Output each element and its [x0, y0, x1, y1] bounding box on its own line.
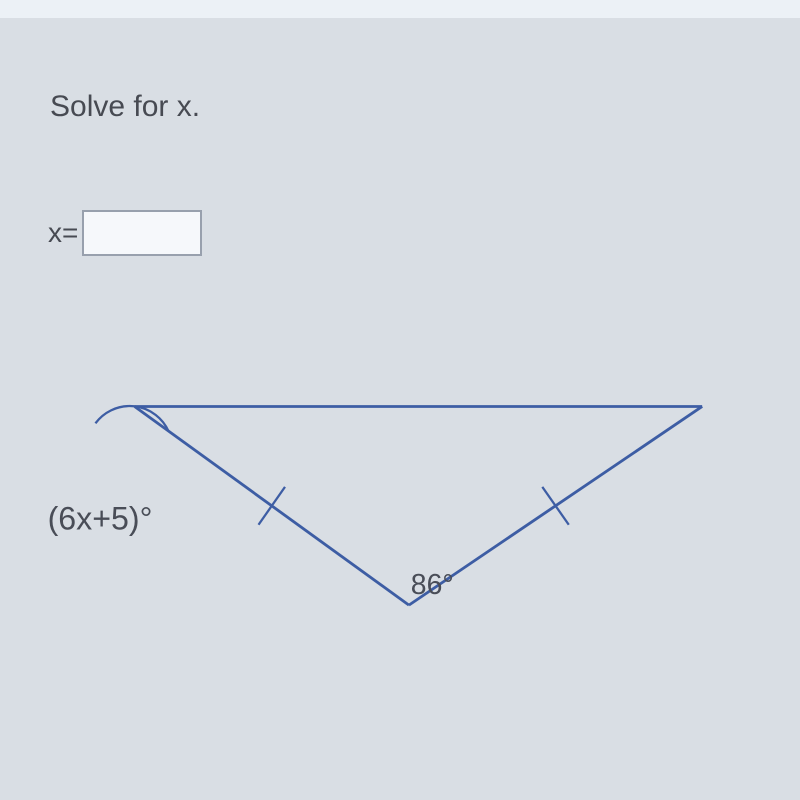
triangle-svg: (6x+5)° 86° [40, 340, 740, 700]
apex-angle-label: 86° [411, 569, 454, 601]
answer-input[interactable] [82, 210, 202, 256]
answer-label: x= [48, 217, 78, 249]
exterior-angle-label: (6x+5)° [48, 500, 153, 536]
triangle-diagram: (6x+5)° 86° [40, 340, 740, 700]
prompt-text: Solve for x. [50, 90, 200, 124]
tick-right-side [542, 487, 568, 525]
answer-row: x= [48, 210, 202, 256]
exterior-angle-arc [95, 406, 168, 431]
tick-left-side [259, 487, 285, 525]
page-top-border [0, 0, 800, 18]
